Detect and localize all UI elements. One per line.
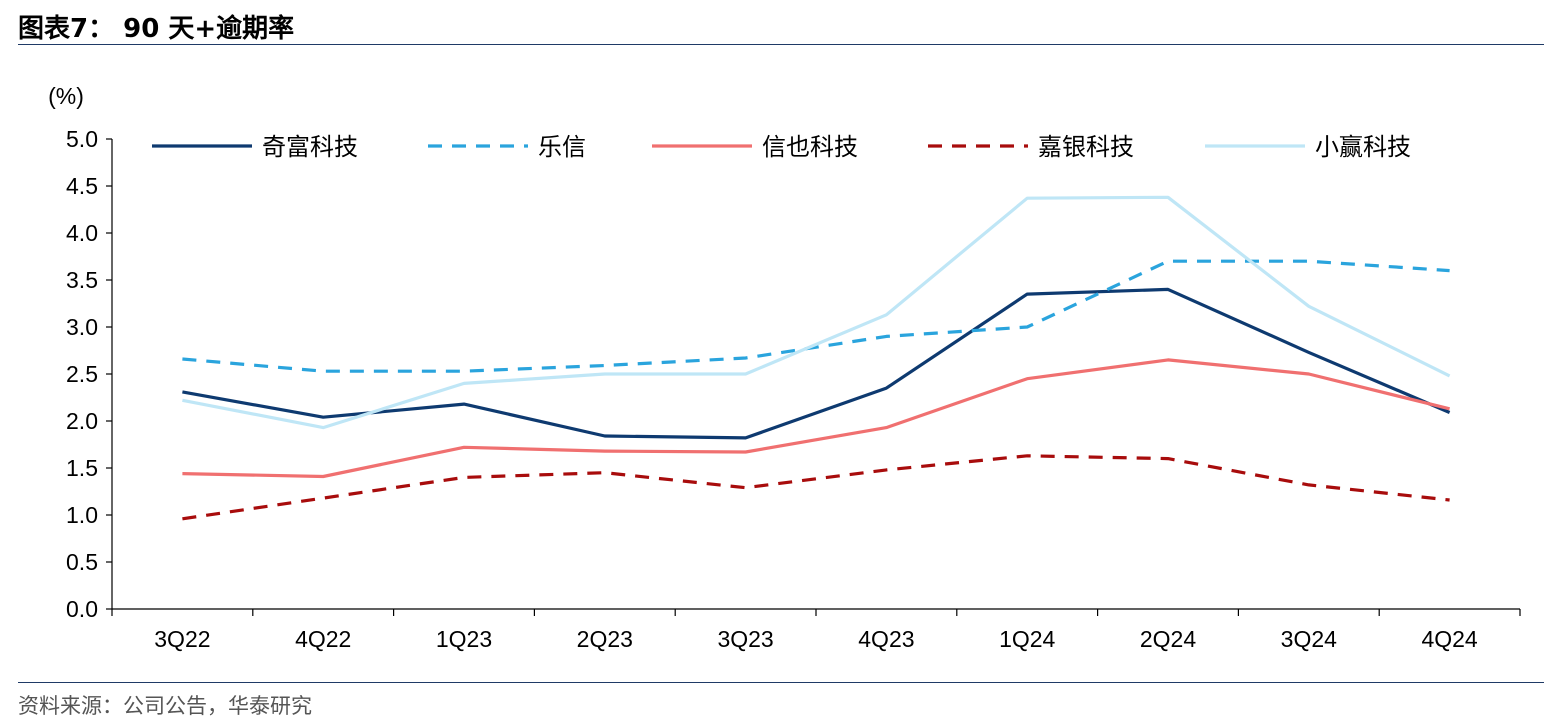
legend-label-5: 小赢科技 bbox=[1315, 133, 1411, 161]
title-divider bbox=[18, 44, 1544, 45]
chart-legend: 奇富科技 乐信 信也科技 嘉银科技 小赢科技 bbox=[152, 133, 1411, 161]
legend-label-4: 嘉银科技 bbox=[1038, 133, 1134, 161]
x-tick-label: 2Q23 bbox=[577, 626, 633, 652]
y-unit-label: (%) bbox=[48, 83, 84, 109]
legend-label-1: 奇富科技 bbox=[262, 133, 358, 161]
series-line-2 bbox=[182, 259, 1450, 373]
x-tick-label: 1Q24 bbox=[999, 626, 1055, 652]
y-tick-label: 1.0 bbox=[66, 502, 98, 528]
legend-label-2: 乐信 bbox=[538, 133, 586, 161]
x-tick-label: 2Q24 bbox=[1140, 626, 1196, 652]
source-divider bbox=[18, 682, 1544, 683]
x-tick-label: 4Q24 bbox=[1421, 626, 1477, 652]
x-tick-label: 4Q23 bbox=[858, 626, 914, 652]
source-note: 资料来源：公司公告，华泰研究 bbox=[18, 694, 312, 718]
chart-series-lines bbox=[182, 195, 1451, 521]
y-tick-label: 4.0 bbox=[66, 220, 98, 246]
x-tick-label: 1Q23 bbox=[436, 626, 492, 652]
series-line-1 bbox=[182, 287, 1451, 440]
y-tick-label: 0.0 bbox=[66, 596, 98, 622]
legend-label-3: 信也科技 bbox=[762, 133, 858, 161]
y-tick-label: 5.0 bbox=[66, 126, 98, 152]
y-tick-label: 3.0 bbox=[66, 314, 98, 340]
series-line-5 bbox=[182, 195, 1451, 430]
x-tick-label: 4Q22 bbox=[295, 626, 351, 652]
y-tick-label: 3.5 bbox=[66, 267, 98, 293]
series-line-4 bbox=[182, 454, 1450, 521]
y-tick-label: 2.0 bbox=[66, 408, 98, 434]
chart-axes: (%) 0.0 0.5 1.0 1.5 2.0 2.5 3.0 3.5 4.0 4.5 5.0 3Q22… bbox=[48, 83, 1521, 652]
x-tick-label: 3Q22 bbox=[154, 626, 210, 652]
y-tick-label: 4.5 bbox=[66, 173, 98, 199]
figure-title: 图表7： 90 天+逾期率 bbox=[18, 14, 295, 44]
x-tick-label: 3Q23 bbox=[717, 626, 773, 652]
y-tick-label: 2.5 bbox=[66, 361, 98, 387]
x-tick-label: 3Q24 bbox=[1281, 626, 1337, 652]
series-line-3 bbox=[182, 358, 1450, 479]
y-tick-label: 1.5 bbox=[66, 455, 98, 481]
y-tick-label: 0.5 bbox=[66, 549, 98, 575]
